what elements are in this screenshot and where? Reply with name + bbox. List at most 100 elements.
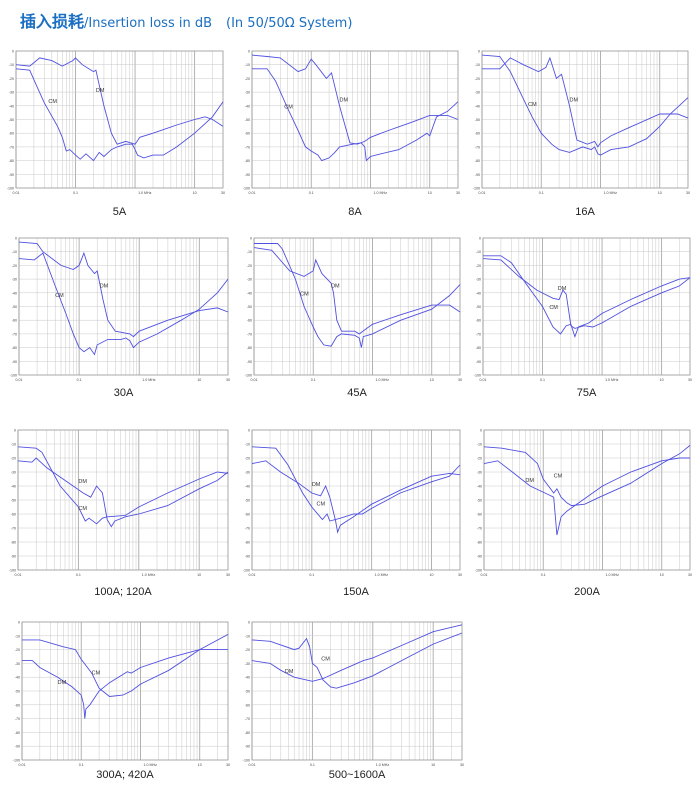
x-tick-label: 0.1 — [310, 763, 315, 767]
x-tick-label: 30 — [686, 191, 690, 195]
y-tick-label: -40 — [245, 485, 250, 489]
y-tick-label: -100 — [245, 374, 252, 378]
plot-frame — [483, 429, 691, 571]
chart-3: 0 -10 -20 -30 -40 -50 -60 -70 -80 -90 -100 0.01 0.1 1… — [473, 50, 690, 196]
series-dm-label: DM — [570, 98, 579, 104]
chart-title: 150A — [343, 586, 369, 598]
y-tick-label: 0 — [15, 237, 17, 241]
series-dm-line — [251, 624, 463, 682]
y-tick-label: 0 — [478, 50, 480, 54]
y-tick-label: -10 — [476, 250, 481, 254]
series-cm-line — [252, 68, 459, 162]
y-tick-label: -70 — [476, 332, 481, 336]
chart-title: 100A; 120A — [94, 586, 152, 598]
y-tick-label: -30 — [476, 278, 481, 282]
x-tick-label: 30 — [226, 573, 230, 577]
y-tick-label: -70 — [245, 145, 250, 149]
y-tick-label: -50 — [245, 118, 250, 122]
x-tick-label: 1.0 MHz — [373, 191, 387, 195]
series-cm-label: CM — [78, 506, 87, 512]
y-tick-label: -100 — [13, 759, 20, 763]
x-tick-label: 10 — [193, 191, 197, 195]
y-tick-label: -50 — [475, 118, 480, 122]
x-tick-label: 0.1 — [311, 378, 316, 382]
y-tick-label: -90 — [12, 360, 17, 364]
series-dm-line — [483, 457, 690, 536]
chart-2: 0 -10 -20 -30 -40 -50 -60 -70 -80 -90 -100 0.01 0.1 1… — [243, 50, 460, 196]
y-tick-label: -60 — [247, 319, 252, 323]
y-tick-label: -30 — [11, 471, 16, 475]
series-dm-line — [15, 57, 224, 145]
y-tick-label: -40 — [12, 291, 17, 295]
y-tick-label: -40 — [247, 291, 252, 295]
y-tick-label: -10 — [245, 63, 250, 67]
series-cm-label: CM — [92, 670, 101, 676]
y-tick-label: -30 — [9, 91, 14, 95]
y-tick-label: -30 — [247, 278, 252, 282]
y-tick-label: -60 — [477, 513, 482, 517]
x-tick-label: 30 — [458, 378, 462, 382]
chart-title: 8A — [348, 206, 362, 218]
y-tick-label: -40 — [245, 676, 250, 680]
y-tick-label: -80 — [12, 346, 17, 350]
series-cm-label: CM — [554, 474, 563, 480]
y-tick-label: -20 — [247, 264, 252, 268]
x-tick-label: 0.1 — [76, 573, 81, 577]
series-cm-line — [481, 54, 689, 156]
y-tick-label: -50 — [245, 499, 250, 503]
y-tick-label: -20 — [12, 264, 17, 268]
series-cm-line — [18, 252, 229, 356]
y-tick-label: -30 — [245, 91, 250, 95]
x-tick-label: 10 — [660, 378, 664, 382]
x-tick-label: 0.1 — [77, 378, 82, 382]
x-tick-label: 0.1 — [541, 573, 546, 577]
x-tick-label: 1.0 MHz — [605, 573, 619, 577]
y-tick-label: -10 — [9, 63, 14, 67]
x-tick-label: 30 — [458, 573, 462, 577]
y-tick-label: -70 — [9, 145, 14, 149]
y-tick-label: -40 — [477, 485, 482, 489]
y-tick-label: -20 — [476, 264, 481, 268]
series-cm-line — [15, 68, 224, 162]
y-tick-label: -30 — [477, 471, 482, 475]
y-tick-label: -40 — [15, 676, 20, 680]
x-tick-label: 0.01 — [15, 573, 22, 577]
y-tick-label: -40 — [475, 104, 480, 108]
x-tick-label: 10 — [660, 573, 664, 577]
chart-title: 75A — [576, 387, 597, 399]
chart-title: 5A — [112, 206, 127, 218]
y-tick-label: -80 — [477, 541, 482, 545]
y-tick-label: -40 — [245, 104, 250, 108]
y-tick-label: -60 — [15, 703, 20, 707]
x-tick-label: 1.0 MHz — [375, 378, 389, 382]
y-tick-label: -60 — [476, 319, 481, 323]
y-tick-label: -80 — [245, 541, 250, 545]
page-title: 插入损耗/Insertion loss in dB (In 50/50Ω Syst… — [20, 8, 352, 32]
y-tick-label: -10 — [247, 250, 252, 254]
y-tick-label: -20 — [245, 648, 250, 652]
y-tick-label: -90 — [9, 173, 14, 177]
x-tick-label: 0.01 — [249, 573, 256, 577]
y-tick-label: -90 — [247, 360, 252, 364]
y-tick-label: -20 — [11, 457, 16, 461]
x-tick-label: 10 — [430, 378, 434, 382]
plot-frame — [21, 621, 229, 761]
chart-10: 0 -10 -20 -30 -40 -50 -60 -70 -80 -90 -100 0.01 0.1 1… — [13, 621, 230, 768]
y-tick-label: -10 — [15, 634, 20, 638]
x-tick-label: 0.1 — [79, 763, 84, 767]
y-tick-label: -80 — [245, 159, 250, 163]
chart-title: 45A — [347, 387, 367, 399]
series-dm-label: DM — [340, 98, 349, 104]
y-tick-label: 0 — [248, 50, 250, 54]
series-cm-label: CM — [55, 293, 64, 299]
series-cm-line — [254, 243, 461, 348]
series-cm-label: CM — [528, 102, 537, 108]
x-tick-label: 10 — [429, 573, 433, 577]
y-tick-label: -20 — [9, 77, 14, 81]
y-tick-label: -70 — [247, 332, 252, 336]
series-dm-line — [251, 460, 461, 534]
plot-frame — [482, 237, 691, 376]
